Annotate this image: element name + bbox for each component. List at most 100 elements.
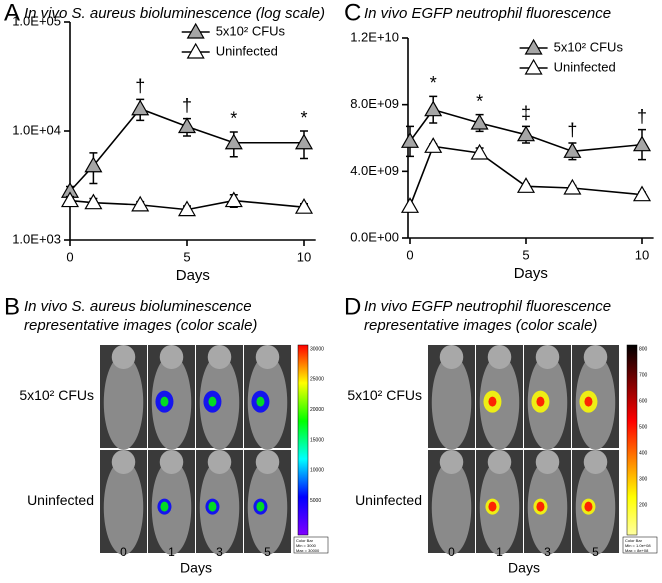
x-tick-label: 5: [183, 249, 190, 264]
mouse-body: [575, 460, 616, 555]
row-label: 5x10² CFUs: [347, 387, 422, 403]
x-axis-label: Days: [180, 560, 212, 576]
marker: [470, 113, 489, 130]
column-label: 1: [496, 545, 503, 559]
colorbar-tick: 15000: [310, 437, 324, 443]
significance: †: [135, 76, 145, 96]
signal-core: [584, 396, 593, 407]
colorbar-note-box: [622, 536, 658, 554]
colorbar-note: Min = 3000: [296, 543, 317, 548]
mouse-head: [207, 345, 232, 369]
panel-letter: A: [4, 0, 20, 26]
marker: [516, 125, 536, 142]
marker: [470, 143, 489, 160]
marker: [424, 100, 443, 117]
legend-label: Uninfected: [554, 59, 616, 74]
marker: [177, 200, 197, 217]
legend-label: Uninfected: [216, 43, 278, 58]
column-label: 1: [168, 545, 175, 559]
marker: [60, 191, 80, 208]
colorbar-note: Max = 8e+08: [625, 548, 649, 553]
colorbar-tick: 400: [639, 450, 648, 456]
x-tick-label: 5: [522, 247, 529, 262]
mouse-body: [431, 355, 472, 450]
series-line: [409, 145, 643, 207]
panel-title: representative images (color scale): [364, 317, 597, 334]
y-tick-label: 4.0E+09: [350, 163, 399, 178]
marker: [516, 177, 536, 193]
mouse-body: [247, 460, 288, 555]
colorbar: [626, 344, 638, 536]
x-tick-label: 0: [66, 249, 73, 264]
signal-core: [488, 396, 497, 407]
chart-title: In vivo EGFP neutrophil fluorescence: [364, 5, 611, 22]
significance: †: [182, 95, 192, 115]
colorbar-tick: 20000: [310, 407, 324, 413]
column-label: 0: [448, 545, 455, 559]
column-label: 3: [216, 545, 223, 559]
y-tick-label: 1.0E+05: [12, 13, 61, 28]
marker: [224, 191, 243, 208]
signal-core: [160, 501, 169, 512]
signal-core: [256, 501, 265, 512]
panel-title: In vivo EGFP neutrophil fluorescence: [364, 298, 611, 315]
mouse-head: [439, 345, 464, 369]
mouse-head: [583, 345, 608, 369]
signal-core: [536, 501, 545, 512]
mouse-head: [111, 345, 136, 369]
marker: [294, 133, 314, 150]
x-axis-label: Days: [508, 560, 540, 576]
mouse-head: [439, 450, 464, 474]
mouse-body: [103, 355, 144, 450]
colorbar-tick: 600: [639, 398, 648, 404]
y-tick-label: 1.0E+03: [12, 231, 61, 246]
colorbar-tick: 800: [639, 346, 648, 352]
marker: [400, 132, 420, 148]
marker: [84, 193, 103, 210]
mouse-head: [255, 450, 280, 474]
mouse-head: [111, 450, 136, 474]
mouse-body: [151, 460, 192, 555]
significance: †: [567, 120, 577, 140]
legend-marker: [524, 58, 543, 75]
marker: [294, 197, 314, 214]
panel-letter: C: [344, 0, 361, 26]
colorbar: [297, 344, 309, 536]
marker: [400, 197, 420, 213]
signal-core: [488, 501, 497, 512]
mouse-head: [535, 450, 560, 474]
legend-label: 5x10² CFUs: [554, 39, 624, 54]
mouse-head: [207, 450, 232, 474]
column-label: 5: [592, 545, 599, 559]
column-label: 3: [544, 545, 551, 559]
colorbar-note: Color Bar: [625, 538, 643, 543]
mouse-body: [103, 460, 144, 555]
colorbar-note: Max = 30000: [296, 548, 320, 553]
significance: ‡: [521, 103, 531, 123]
mouse-body: [479, 460, 520, 555]
signal-core: [256, 396, 265, 407]
colorbar-note: Color Bar: [296, 538, 314, 543]
colorbar-note: Min = 1.0e+08: [625, 543, 651, 548]
row-label: 5x10² CFUs: [19, 387, 94, 403]
signal-core: [208, 501, 217, 512]
colorbar-tick: 30000: [310, 346, 324, 352]
signal-core: [584, 501, 593, 512]
significance: *: [430, 73, 437, 93]
panel-letter: D: [344, 293, 361, 320]
marker: [224, 133, 243, 150]
marker: [177, 117, 197, 134]
legend-label: 5x10² CFUs: [216, 23, 286, 38]
column-label: 0: [120, 545, 127, 559]
row-label: Uninfected: [27, 492, 94, 508]
significance: *: [476, 91, 483, 111]
y-tick-label: 0.0E+00: [350, 229, 399, 244]
mouse-body: [199, 460, 240, 555]
legend-marker: [186, 42, 205, 59]
mouse-head: [159, 345, 184, 369]
y-tick-label: 8.0E+09: [350, 96, 399, 111]
marker: [84, 156, 103, 173]
colorbar-tick: 10000: [310, 468, 324, 474]
significance: *: [230, 109, 237, 129]
